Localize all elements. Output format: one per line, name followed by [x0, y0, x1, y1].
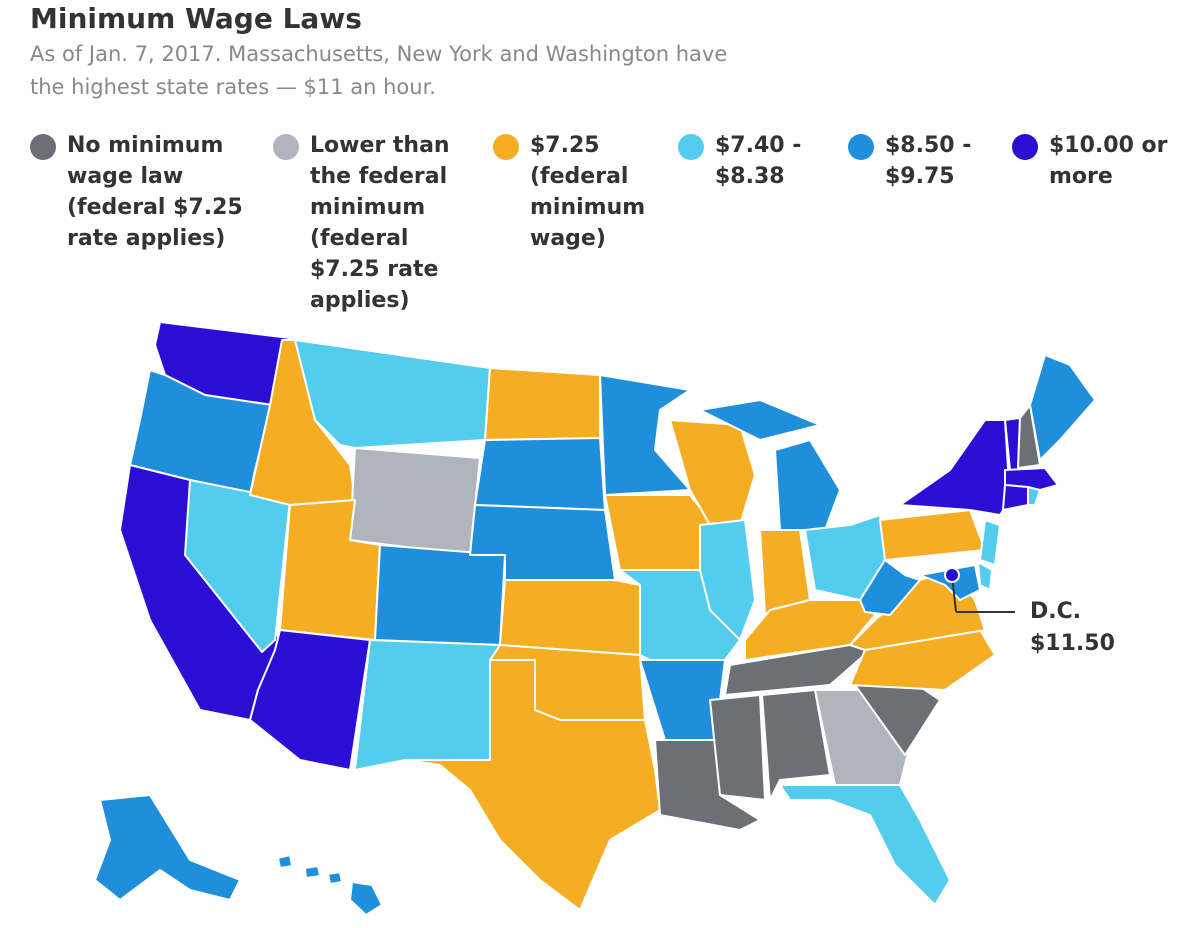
- legend-label: $7.25 (federal minimum wage): [530, 133, 646, 251]
- state: [404, 659, 661, 911]
- state: [277, 854, 293, 869]
- state: [814, 689, 911, 786]
- annotation-label: D.C.: [1030, 599, 1081, 624]
- state: [761, 689, 831, 801]
- state: [709, 694, 766, 801]
- state: [94, 794, 241, 901]
- state: [304, 865, 321, 879]
- state: [374, 544, 506, 646]
- state: [724, 644, 871, 696]
- state: [327, 871, 343, 885]
- state: [1004, 467, 1059, 491]
- state: [1002, 484, 1029, 511]
- state: [774, 439, 841, 531]
- annotation-value: $11.50: [1030, 631, 1115, 656]
- legend-label: Lower than the federal minimum (federal …: [310, 133, 450, 313]
- state: [354, 639, 501, 771]
- state: [604, 494, 711, 571]
- legend-label: No minimum wage law (federal $7.25 rate …: [67, 133, 243, 251]
- legend-label: $8.50 - $9.75: [885, 133, 972, 189]
- state: [499, 579, 641, 656]
- dc-marker: [944, 567, 960, 583]
- state: [1027, 486, 1041, 506]
- legend-swatch: [273, 134, 299, 160]
- legend-swatch: [30, 134, 56, 160]
- legend-swatch: [848, 134, 874, 160]
- state: [879, 509, 986, 561]
- state: [779, 784, 951, 906]
- state: [899, 419, 1011, 516]
- state: [977, 561, 993, 591]
- state: [1017, 404, 1041, 469]
- state: [484, 367, 601, 441]
- state: [1029, 354, 1096, 461]
- legend-swatch: [493, 134, 519, 160]
- subtitle: the highest state rates — $11 an hour.: [30, 75, 436, 99]
- state: [699, 399, 821, 441]
- state: [699, 519, 756, 641]
- state: [979, 519, 1001, 566]
- subtitle: As of Jan. 7, 2017. Massachusetts, New Y…: [30, 42, 728, 66]
- title: Minimum Wage Laws: [30, 2, 362, 35]
- state: [474, 437, 606, 511]
- state: [349, 447, 481, 556]
- legend-swatch: [678, 134, 704, 160]
- legend-label: $10.00 or more: [1049, 133, 1168, 189]
- state: [349, 881, 383, 916]
- legend-swatch: [1012, 134, 1038, 160]
- legend-label: $7.40 - $8.38: [715, 133, 802, 189]
